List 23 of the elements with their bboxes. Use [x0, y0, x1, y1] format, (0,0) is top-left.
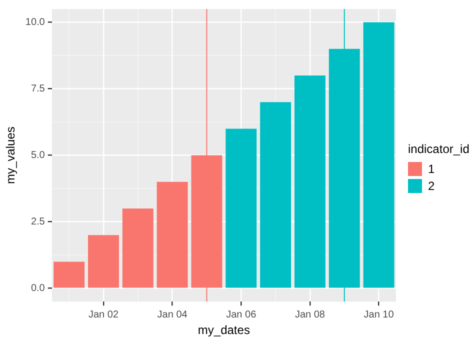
x-axis-title: my_dates — [198, 323, 250, 338]
legend-title: indicator_id — [408, 142, 470, 156]
x-tick-label: Jan 06 — [226, 309, 257, 320]
y-axis-title: my_values — [4, 126, 18, 184]
x-tick-label: Jan 08 — [294, 309, 326, 320]
x-tick-label: Jan 04 — [157, 309, 188, 320]
bar — [226, 128, 257, 288]
bar — [88, 235, 119, 288]
bar — [260, 102, 292, 288]
x-tick-label: Jan 02 — [88, 309, 119, 320]
legend-label: 1 — [428, 162, 435, 176]
legend-label: 2 — [428, 179, 435, 193]
y-tick-label: 0.0 — [30, 283, 46, 294]
y-tick-label: 10.0 — [25, 17, 46, 28]
y-tick-label: 2.5 — [30, 216, 46, 228]
bar — [363, 22, 394, 288]
y-tick-label: 5.0 — [30, 150, 46, 162]
x-tick-label: Jan 10 — [364, 309, 394, 320]
bar — [156, 182, 188, 288]
bar — [54, 262, 85, 288]
bar — [122, 208, 154, 288]
y-tick-label: 7.5 — [30, 84, 46, 95]
bar — [294, 76, 326, 288]
